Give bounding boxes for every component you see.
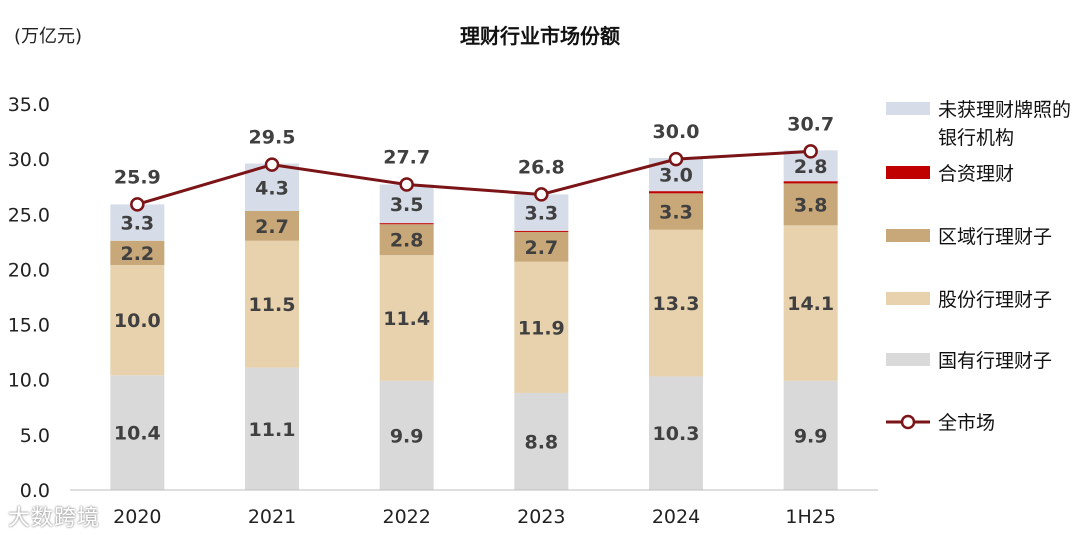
bar-value-label-regional: 2.7 <box>255 216 289 238</box>
bar-value-label-joint_stock: 11.5 <box>249 294 296 316</box>
bar-value-label-regional: 2.7 <box>524 237 558 259</box>
bar-segment-state_owned <box>110 375 165 490</box>
bar-segment-joint_stock <box>379 255 434 381</box>
total-point <box>399 177 414 192</box>
bar-value-label-state_owned: 11.1 <box>249 419 296 441</box>
y-tick-label: 5.0 <box>20 425 50 447</box>
bar-value-label-unlicensed: 3.0 <box>659 165 693 187</box>
bar-value-label-state_owned: 10.4 <box>114 423 161 445</box>
bar-value-label-joint_stock: 10.0 <box>114 310 161 332</box>
x-tick-label: 2021 <box>248 506 296 528</box>
legend-line-total-icon <box>886 412 930 432</box>
bar-value-label-unlicensed: 2.8 <box>794 156 828 178</box>
x-tick-label: 2024 <box>652 506 700 528</box>
y-tick-label: 20.0 <box>8 259 50 281</box>
unit-label: (万亿元) <box>14 26 83 47</box>
x-tick-label: 2020 <box>113 506 161 528</box>
bar-value-label-regional: 3.3 <box>659 202 693 224</box>
bar-value-label-joint_stock: 11.9 <box>518 317 565 339</box>
legend-item-joint-venture: 合资理财 <box>886 160 1078 188</box>
y-tick-label: 30.0 <box>8 149 50 171</box>
bar-segment-joint_venture <box>649 191 703 194</box>
legend-item-state-owned: 国有行理财子 <box>886 347 1078 375</box>
legend-swatch-regional <box>886 229 930 242</box>
total-value-label: 27.7 <box>383 147 430 169</box>
total-value-label: 26.8 <box>518 156 565 178</box>
bar-segment-joint_venture <box>783 181 838 184</box>
x-tick-label: 2022 <box>382 506 430 528</box>
legend-label-joint-venture: 合资理财 <box>938 163 1015 185</box>
total-point <box>534 187 549 202</box>
total-point <box>264 157 280 172</box>
bar-value-label-state_owned: 9.9 <box>794 425 828 447</box>
bar-value-label-unlicensed: 4.3 <box>255 177 289 199</box>
total-point <box>668 151 684 167</box>
y-tick-label: 25.0 <box>8 204 50 226</box>
bar-segment-joint_stock <box>110 265 165 376</box>
total-value-label: 29.5 <box>249 127 296 149</box>
bar-segment-joint_stock <box>783 225 838 381</box>
bar-value-label-unlicensed: 3.5 <box>390 194 424 216</box>
bar-value-label-state_owned: 9.9 <box>390 425 424 447</box>
bar-segment-regional <box>245 210 299 241</box>
legend-item-total: 全市场 <box>886 409 1078 437</box>
bar-value-label-unlicensed: 3.3 <box>524 203 558 225</box>
legend-label-joint-stock: 股份行理财子 <box>938 289 1053 311</box>
watermark: 大数跨境 <box>8 506 101 531</box>
bar-segment-regional <box>379 224 434 256</box>
legend-label-unlicensed: 未获理财牌照的银行机构 <box>938 99 1072 149</box>
chart-title: 理财行业市场份额 <box>460 24 620 48</box>
legend-label-regional: 区域行理财子 <box>938 226 1053 248</box>
bar-segment-state_owned <box>783 380 838 490</box>
bar-value-label-regional: 2.2 <box>120 243 154 265</box>
legend-label-state-owned: 国有行理财子 <box>938 350 1053 372</box>
total-line <box>136 149 811 206</box>
legend-item-joint-stock: 股份行理财子 <box>886 286 1078 314</box>
legend-swatch-joint-stock <box>886 292 930 305</box>
bar-value-label-unlicensed: 3.3 <box>120 213 154 235</box>
bar-segment-regional <box>514 231 569 262</box>
y-tick-label: 0.0 <box>20 480 50 502</box>
legend-swatch-state-owned <box>886 353 930 366</box>
x-tick-label: 2023 <box>517 506 565 528</box>
bar-segment-regional <box>649 193 703 230</box>
bar-segment-joint_stock <box>649 229 703 377</box>
bar-segment-joint_venture <box>379 223 434 225</box>
legend-item-unlicensed: 未获理财牌照的银行机构 <box>886 96 1078 152</box>
bar-value-label-regional: 3.8 <box>794 194 828 216</box>
bar-segment-regional <box>110 240 165 266</box>
x-tick-label: 1H25 <box>785 506 836 528</box>
bar-value-label-state_owned: 8.8 <box>524 431 558 453</box>
bar-segment-state_owned <box>245 367 299 490</box>
y-tick-label: 10.0 <box>8 370 50 392</box>
total-point <box>130 197 145 212</box>
bar-value-label-joint_stock: 14.1 <box>787 293 834 315</box>
total-value-label: 25.9 <box>114 166 161 188</box>
legend-swatch-unlicensed <box>886 102 930 115</box>
bar-value-label-joint_stock: 13.3 <box>653 293 700 315</box>
total-value-label: 30.7 <box>787 113 834 135</box>
legend-item-regional: 区域行理财子 <box>886 223 1078 251</box>
bar-segment-state_owned <box>649 376 703 490</box>
bar-segment-joint_stock <box>514 261 569 393</box>
y-tick-label: 35.0 <box>8 94 50 116</box>
bar-segment-joint_stock <box>245 240 299 368</box>
bar-value-label-state_owned: 10.3 <box>653 423 700 445</box>
bar-segment-state_owned <box>514 392 569 490</box>
y-tick-label: 15.0 <box>8 315 50 337</box>
bar-segment-state_owned <box>379 380 434 490</box>
legend-swatch-joint-venture <box>886 166 930 179</box>
bar-segment-joint_venture <box>514 230 569 232</box>
bar-segment-regional <box>783 183 838 226</box>
legend-label-total: 全市场 <box>938 412 996 434</box>
bar-value-label-regional: 2.8 <box>390 230 424 252</box>
total-value-label: 30.0 <box>653 121 700 143</box>
total-point <box>803 144 818 159</box>
bar-value-label-joint_stock: 11.4 <box>383 308 430 330</box>
